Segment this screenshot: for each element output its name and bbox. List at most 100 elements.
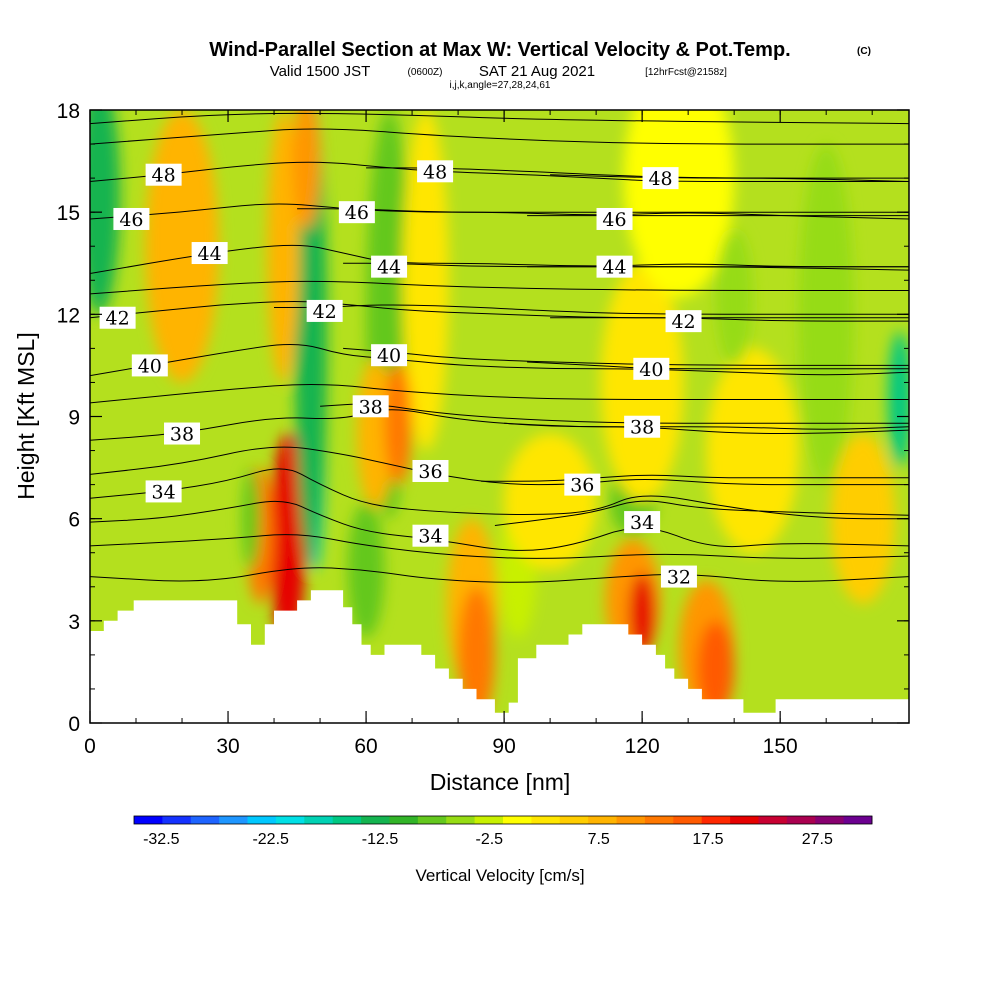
plot-area: 32 34 34 34 36 36 38 38 38 40 40 40 42 42 42 44 44 44 46 46… xyxy=(90,110,909,723)
contour-label-text: 42 xyxy=(313,301,337,323)
colorbar-swatch xyxy=(559,816,589,824)
contour-label-box xyxy=(417,160,454,183)
theta-contour-line xyxy=(527,266,909,271)
contour-label-box xyxy=(99,306,136,329)
contour-label-box xyxy=(660,565,697,588)
theta-contour-label: 42 xyxy=(306,299,343,323)
velocity-feature-15 xyxy=(241,467,261,570)
theta-contour-label: 46 xyxy=(596,207,633,231)
contour-label-box xyxy=(665,310,702,333)
colorbar-swatch xyxy=(786,816,816,824)
velocity-feature-11 xyxy=(402,110,449,451)
velocity-feature-13 xyxy=(384,362,413,485)
colorbar-swatch xyxy=(758,816,788,824)
theta-contour-label: 38 xyxy=(352,395,389,418)
theta-contour-label: 32 xyxy=(660,565,697,589)
contour-label-text: 44 xyxy=(198,243,222,265)
velocity-feature-14 xyxy=(347,501,385,638)
contour-label-box xyxy=(145,480,182,503)
velocity-field xyxy=(90,110,909,723)
colorbar-swatch xyxy=(417,816,447,824)
y-tick-label: 18 xyxy=(57,100,80,123)
colorbar-swatch xyxy=(389,816,419,824)
theta-contour-line xyxy=(90,128,909,145)
contour-label-text: 40 xyxy=(377,345,401,367)
y-tick-label: 9 xyxy=(68,407,80,430)
theta-contour-line xyxy=(481,474,909,482)
theta-contour-label: 46 xyxy=(113,207,150,231)
theta-contours xyxy=(90,112,909,583)
theta-contour-label: 34 xyxy=(624,511,661,534)
contour-label-box xyxy=(642,167,679,190)
contour-label-text: 36 xyxy=(570,475,594,497)
colorbar-label: Vertical Velocity [cm/s] xyxy=(415,866,584,885)
velocity-feature-30 xyxy=(706,348,799,553)
subtitle-indices: i,j,k,angle=27,28,24,61 xyxy=(450,80,551,91)
theta-contour-label: 40 xyxy=(633,357,670,381)
colorbar-swatch xyxy=(304,816,334,824)
velocity-feature-24 xyxy=(600,263,684,502)
colorbar-swatch xyxy=(843,816,873,824)
x-axis: 0 30 60 90 120 150 xyxy=(84,110,873,758)
colorbar-swatch xyxy=(531,816,561,824)
contour-label-text: 40 xyxy=(639,359,663,381)
contour-label-box xyxy=(113,207,150,230)
contour-label-text: 44 xyxy=(377,257,401,279)
subtitle-date: SAT 21 Aug 2021 xyxy=(479,63,595,80)
velocity-feature-5 xyxy=(267,110,300,383)
contour-label-text: 34 xyxy=(152,481,176,503)
terrain-mask xyxy=(90,590,909,723)
velocity-feature-8 xyxy=(90,110,120,315)
contour-label-text: 48 xyxy=(648,168,672,190)
colorbar-swatch xyxy=(332,816,362,824)
contour-label-box xyxy=(596,255,633,278)
theta-contour-label: 36 xyxy=(412,459,449,483)
velocity-feature-25 xyxy=(623,110,735,298)
contour-label-text: 46 xyxy=(119,209,143,231)
contour-label-box xyxy=(624,415,661,438)
contour-label-text: 48 xyxy=(423,161,447,183)
contour-label-box xyxy=(338,201,375,224)
contour-label-box xyxy=(306,299,343,322)
x-tick-label: 0 xyxy=(84,735,96,758)
theta-contour-label: 40 xyxy=(371,344,408,367)
theta-contour-label: 34 xyxy=(412,524,449,548)
contour-label-text: 36 xyxy=(418,461,442,483)
theta-contour-label: 44 xyxy=(596,255,633,279)
theta-contour-label: 46 xyxy=(338,201,375,224)
colorbar-swatch xyxy=(162,816,192,824)
contour-label-box xyxy=(412,524,449,547)
theta-contour-label: 36 xyxy=(564,473,601,497)
contour-label-text: 38 xyxy=(630,417,654,439)
colorbar-swatch xyxy=(474,816,504,824)
contour-label-box xyxy=(596,207,633,230)
colorbar-tick-label: -2.5 xyxy=(476,831,504,848)
colorbar-swatch xyxy=(361,816,390,824)
x-tick-label: 150 xyxy=(763,735,798,758)
x-tick-label: 120 xyxy=(625,735,660,758)
contour-label-box xyxy=(633,357,670,380)
velocity-feature-1 xyxy=(270,433,306,652)
contour-label-box xyxy=(371,255,408,278)
colorbar-swatch xyxy=(701,816,731,824)
contour-label-text: 46 xyxy=(602,209,626,231)
colorbar-swatch xyxy=(134,816,163,824)
contour-label-text: 46 xyxy=(345,202,369,224)
velocity-feature-20 xyxy=(629,573,656,655)
contour-label-box xyxy=(624,511,661,534)
colorbar-swatch xyxy=(247,816,277,824)
theta-contour-label: 48 xyxy=(417,160,454,183)
y-tick-label: 12 xyxy=(57,304,80,327)
colorbar-swatch xyxy=(190,816,220,824)
chart-title: Wind-Parallel Section at Max W: Vertical… xyxy=(209,39,790,61)
theta-contour-line xyxy=(90,534,909,559)
colorbar-swatch xyxy=(588,816,617,824)
contour-label-text: 34 xyxy=(630,512,654,534)
contour-label-box xyxy=(131,354,168,377)
x-tick-label: 30 xyxy=(216,735,239,758)
theta-contour-line xyxy=(90,344,909,377)
colorbar: -32.5 -22.5 -12.5 -2.5 7.5 17.5 27.5 xyxy=(133,815,873,848)
contour-label-box xyxy=(145,163,182,186)
title-copyright-mark: (C) xyxy=(857,46,871,57)
colorbar-tick-label: -32.5 xyxy=(143,831,180,848)
